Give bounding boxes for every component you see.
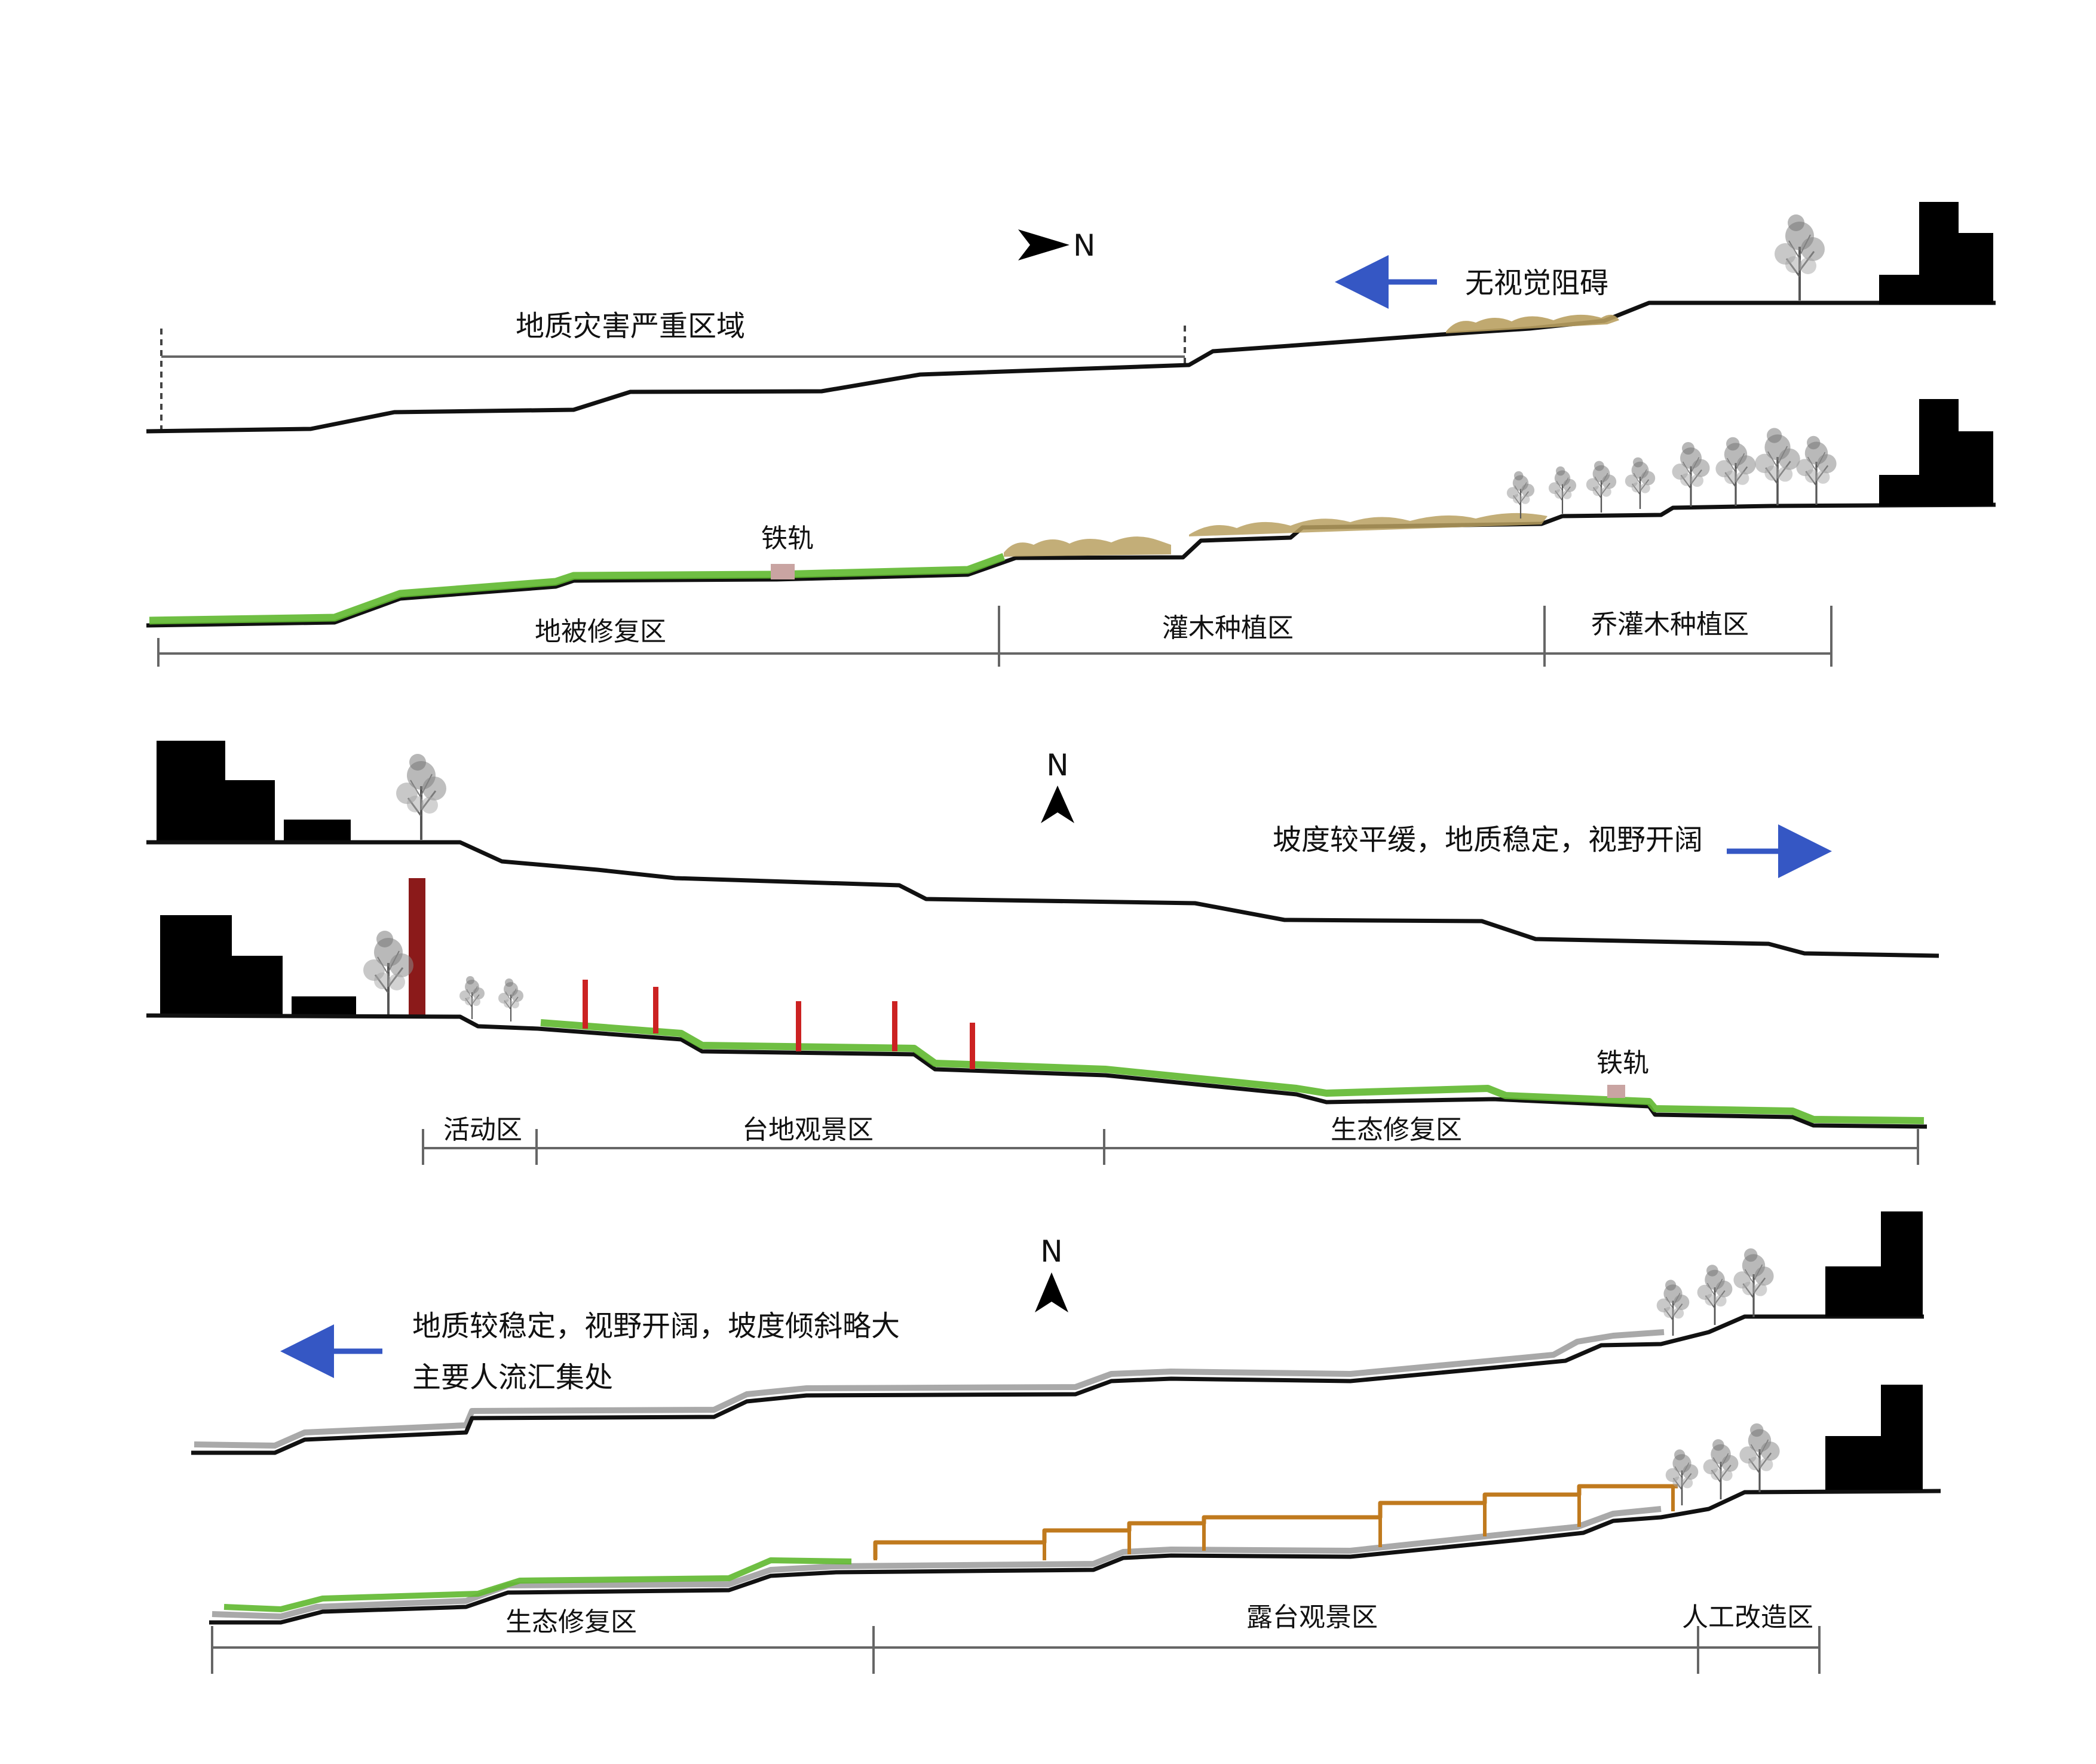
zone-dimension-3 [211, 1626, 1821, 1674]
north-arrow-icon [1041, 786, 1074, 823]
zone-label: 乔灌木种植区 [1591, 609, 1749, 640]
zone-dimension-1 [157, 606, 1833, 667]
section-2: N 坡度较平缓，地质稳定，视野开阔 铁轨 [146, 741, 1939, 1165]
tree-icon [1773, 213, 1826, 302]
zone-label: 活动区 [443, 1115, 522, 1145]
tree-icon [1506, 470, 1536, 520]
north-label: N [1073, 228, 1095, 263]
tree-icon [1738, 1422, 1781, 1493]
shrub-patch [1446, 314, 1619, 333]
view-label: 无视觉阻碍 [1465, 266, 1608, 300]
tree-icon [1732, 1247, 1775, 1318]
proposed-terrain-line [146, 1013, 1928, 1129]
deck-supports [874, 1486, 1675, 1560]
rail-label: 铁轨 [761, 523, 814, 554]
shrub-layer-2 [1189, 513, 1548, 536]
proposed-terrain-line [209, 1489, 1941, 1625]
tree-icon [1671, 441, 1711, 508]
tree-icon [1585, 460, 1617, 514]
tree-icon [1754, 427, 1801, 507]
tree-icon [1702, 1438, 1739, 1501]
rail-icon [1607, 1085, 1625, 1098]
zone-label: 生态修复区 [1331, 1115, 1462, 1145]
building-icon [1825, 1385, 1923, 1490]
tree-icon [1714, 436, 1757, 507]
original-ground-line [194, 1329, 1665, 1449]
tree-icon [1624, 456, 1656, 510]
tree-icon [1696, 1263, 1733, 1326]
zone-label: 人工改造区 [1682, 1602, 1813, 1633]
section-1: N 地质灾害严重区域 无视觉阻碍 铁轨 [146, 202, 1996, 667]
tree-icon [1548, 465, 1577, 515]
existing-terrain-line [191, 1314, 1924, 1455]
ground-cover-layer [149, 553, 1006, 625]
north-arrow-icon [1035, 1272, 1068, 1312]
zone-dimension-2 [422, 1129, 1919, 1165]
zone-label: 露台观景区 [1246, 1602, 1378, 1633]
existing-terrain-line [146, 300, 1996, 434]
tree-icon [395, 753, 448, 841]
proposed-terrain-line [146, 502, 1996, 628]
view-label-line2: 主要人流汇集处 [412, 1361, 613, 1394]
tower-icon [409, 878, 425, 1017]
building-icon [1825, 1211, 1923, 1317]
zone-label: 生态修复区 [505, 1607, 637, 1637]
deck-structure [873, 1484, 1678, 1559]
tree-icon [362, 929, 415, 1018]
zone-label: 地被修复区 [535, 616, 666, 647]
zone-label: 灌木种植区 [1162, 613, 1294, 643]
zone-label: 台地观景区 [742, 1115, 874, 1145]
section-3: N 地质较稳定，视野开阔，坡度倾斜略大 主要人流汇集处 [191, 1211, 1941, 1674]
tree-icon [1656, 1279, 1690, 1337]
building-icon [160, 915, 356, 1016]
rail-label: 铁轨 [1596, 1048, 1649, 1078]
ground-cover-layer [223, 1557, 852, 1612]
north-arrow-icon [1018, 229, 1070, 260]
existing-terrain-line [146, 840, 1939, 958]
post-icons [583, 980, 975, 1069]
view-label-line1: 地质较稳定，视野开阔，坡度倾斜略大 [412, 1309, 900, 1343]
building-icon [157, 741, 351, 841]
tree-icon [459, 975, 485, 1020]
building-icon [1879, 399, 1993, 506]
north-label: N [1040, 1234, 1062, 1269]
ground-cover-layer [540, 1019, 1925, 1124]
hazard-label: 地质灾害严重区域 [516, 309, 745, 343]
view-label: 坡度较平缓，地质稳定，视野开阔 [1273, 823, 1703, 857]
original-ground-line [212, 1506, 1662, 1619]
tree-icon [1795, 435, 1838, 506]
shrub-layer-1 [1004, 536, 1171, 557]
rail-icon [771, 564, 795, 579]
tree-icon [498, 978, 524, 1022]
north-label: N [1046, 748, 1068, 783]
tree-icon [1665, 1449, 1699, 1507]
building-icon [1879, 202, 1993, 305]
